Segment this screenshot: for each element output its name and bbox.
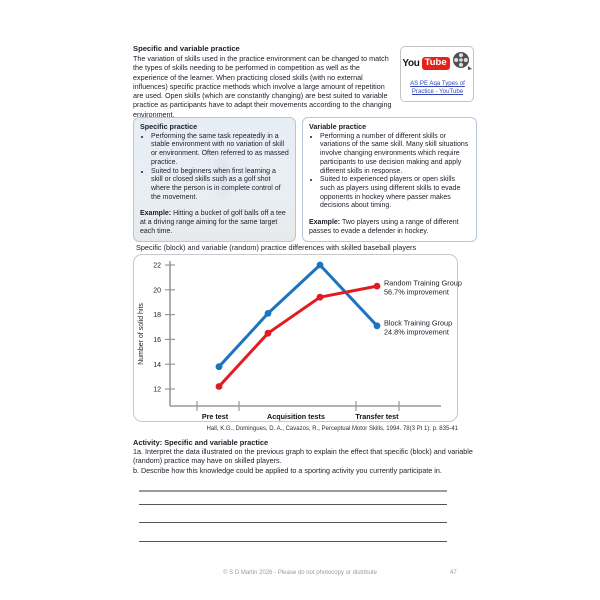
svg-text:14: 14 <box>153 362 161 369</box>
chart-citation: Hall, K.G., Domingues, D. A., Cavazos, R… <box>206 426 458 432</box>
intro-section: You Tube AS PE Aqa Types of Practice - Y… <box>133 44 474 119</box>
page-number: 47 <box>450 570 457 576</box>
youtube-link-box[interactable]: You Tube AS PE Aqa Types of Practice - Y… <box>400 46 474 102</box>
specific-practice-box: Specific practice Performing the same ta… <box>133 117 296 243</box>
answer-line <box>139 541 447 542</box>
page-footer: © S D Martin 2026 - Please do not photoc… <box>0 570 600 576</box>
list-item: Suited to experienced players or open sk… <box>320 176 470 211</box>
list-item: Performing the same task repeatedly in a… <box>151 133 289 168</box>
svg-text:Block Training Group: Block Training Group <box>384 318 452 327</box>
answer-line <box>139 504 447 505</box>
youtube-video-link[interactable]: AS PE Aqa Types of Practice - YouTube <box>410 80 465 95</box>
list-item: Performing a number of different skills … <box>320 133 470 177</box>
svg-text:18: 18 <box>153 312 161 319</box>
page-title: Specific and variable practice <box>133 44 240 53</box>
example-text: Hitting a bucket of golf balls off a tee… <box>140 210 286 235</box>
activity-question-1a: 1a. Interpret the data illustrated on th… <box>133 447 473 466</box>
example-text: Two players using a range of different p… <box>309 219 459 235</box>
activity-section: Activity: Specific and variable practice… <box>133 438 477 475</box>
practice-chart-svg: 12 14 16 18 20 22 Pre test Acquisition tests Tra… <box>138 261 462 421</box>
specific-practice-example: Example: Hitting a bucket of golf balls … <box>140 210 289 236</box>
svg-text:16: 16 <box>153 337 161 344</box>
chart-container: 12 14 16 18 20 22 Pre test Acquisition tests Tra… <box>133 254 462 422</box>
variable-practice-list: Performing a number of different skills … <box>309 133 470 211</box>
example-label: Example: <box>309 219 341 227</box>
svg-text:12: 12 <box>153 387 161 394</box>
svg-text:Transfer test: Transfer test <box>355 412 399 421</box>
youtube-logo-you: You <box>402 57 420 69</box>
svg-text:Number of solid hits: Number of solid hits <box>138 303 145 365</box>
example-label: Example: <box>140 210 172 218</box>
list-item: Suited to beginners when first learning … <box>151 168 289 203</box>
practice-boxes-row: Specific practice Performing the same ta… <box>133 117 477 243</box>
svg-text:Acquisition tests: Acquisition tests <box>267 412 325 421</box>
intro-paragraph: The variation of skills used in the prac… <box>133 54 392 119</box>
youtube-logo: You Tube <box>402 50 472 76</box>
specific-practice-list: Performing the same task repeatedly in a… <box>140 133 289 203</box>
answer-line <box>139 490 447 492</box>
activity-title: Activity: Specific and variable practice <box>133 438 269 447</box>
svg-text:24.8% improvement: 24.8% improvement <box>384 327 449 336</box>
answer-line <box>139 522 447 523</box>
variable-practice-box: Variable practice Performing a number of… <box>302 117 477 243</box>
copyright-text: © S D Martin 2026 - Please do not photoc… <box>223 570 377 576</box>
variable-practice-example: Example: Two players using a range of di… <box>309 219 470 236</box>
svg-text:Random Training Group: Random Training Group <box>384 279 462 288</box>
svg-text:22: 22 <box>153 263 161 270</box>
svg-text:Pre test: Pre test <box>202 412 229 421</box>
chart-title: Specific (block) and variable (random) p… <box>136 243 417 252</box>
svg-text:20: 20 <box>153 287 161 294</box>
youtube-logo-tube: Tube <box>421 56 450 70</box>
svg-text:56.7% improvement: 56.7% improvement <box>384 288 449 297</box>
activity-question-b: b. Describe how this knowledge could be … <box>133 465 442 475</box>
specific-practice-title: Specific practice <box>140 122 198 131</box>
variable-practice-title: Variable practice <box>309 122 367 131</box>
film-reel-icon <box>452 50 473 76</box>
